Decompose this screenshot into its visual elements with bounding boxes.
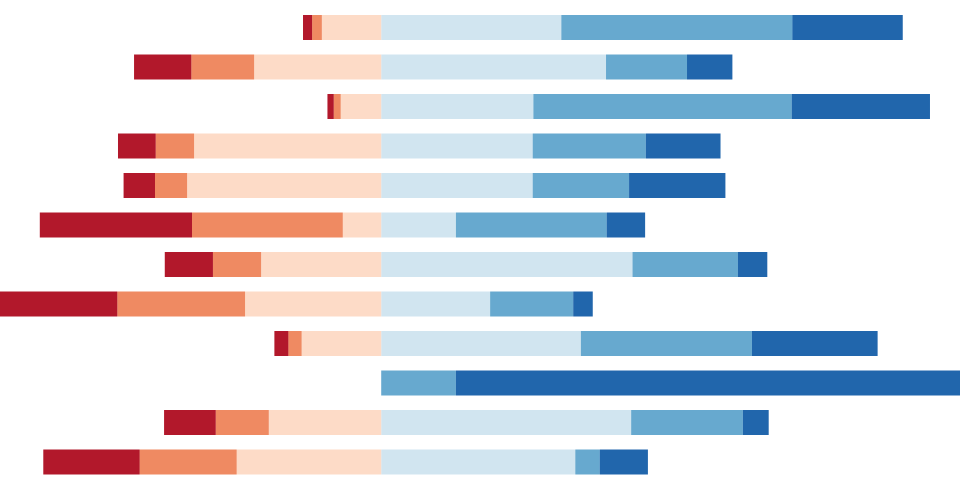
bar-row-2-positive-segment-1 <box>381 54 607 80</box>
bar-row-10-positive-segment-3 <box>455 370 960 396</box>
bar-row-4-positive-segment-3 <box>645 133 721 159</box>
bar-row-1-negative-segment-3 <box>321 15 382 40</box>
bar-row-12-positive-segment-2 <box>575 449 600 475</box>
bar-row-1-positive-segment-2 <box>561 15 793 40</box>
bar-row-7-negative-segment-3 <box>261 252 382 277</box>
bar-row-9-negative-segment-2 <box>288 331 302 356</box>
bar-row-1-positive-segment-1 <box>381 15 562 40</box>
bar-row-11-negative-segment-2 <box>215 410 269 435</box>
bar-row-8-positive-segment-2 <box>490 291 574 317</box>
bar-row-5-positive-segment-2 <box>532 173 630 198</box>
bar-row-8-positive-segment-1 <box>381 291 491 317</box>
bar-row-3-negative-segment-2 <box>333 94 341 119</box>
bar-row-2-negative-segment-3 <box>254 54 382 80</box>
bar-row-12-negative-segment-2 <box>139 449 237 475</box>
bar-row-4-positive-segment-2 <box>532 133 646 159</box>
bar-row-9-negative-segment-1 <box>274 331 289 356</box>
bar-row-3-positive-segment-2 <box>533 94 792 119</box>
bar-row-2-negative-segment-2 <box>191 54 255 80</box>
bar-row-3-positive-segment-3 <box>791 94 930 119</box>
bar-row-12-negative-segment-1 <box>43 449 140 475</box>
bar-row-2-positive-segment-2 <box>606 54 688 80</box>
bar-row-7-positive-segment-1 <box>381 252 633 277</box>
bar-row-6-positive-segment-2 <box>455 212 607 238</box>
bar-row-3-negative-segment-3 <box>340 94 382 119</box>
bar-row-7-positive-segment-3 <box>737 252 768 277</box>
bar-row-7-negative-segment-1 <box>164 252 213 277</box>
bar-row-11-positive-segment-2 <box>631 410 743 435</box>
bar-row-7-positive-segment-2 <box>632 252 738 277</box>
bar-row-2-positive-segment-3 <box>687 54 733 80</box>
bar-row-9-positive-segment-1 <box>381 331 581 356</box>
bar-row-10-positive-segment-2 <box>381 370 456 396</box>
bar-row-3-positive-segment-1 <box>381 94 534 119</box>
bar-row-1-negative-segment-2 <box>312 15 322 40</box>
bar-row-2-negative-segment-1 <box>134 54 192 80</box>
bar-row-9-negative-segment-3 <box>301 331 382 356</box>
bar-row-6-negative-segment-1 <box>39 212 193 238</box>
bar-row-5-positive-segment-3 <box>629 173 726 198</box>
bar-row-11-negative-segment-1 <box>164 410 216 435</box>
bar-row-5-positive-segment-1 <box>381 173 533 198</box>
bar-row-4-negative-segment-1 <box>117 133 156 159</box>
bar-row-7-negative-segment-2 <box>212 252 262 277</box>
bar-row-8-negative-segment-2 <box>117 291 246 317</box>
bar-row-11-positive-segment-3 <box>742 410 769 435</box>
bar-row-9-positive-segment-3 <box>751 331 878 356</box>
bar-row-12-positive-segment-1 <box>381 449 576 475</box>
bar-row-4-negative-segment-2 <box>155 133 195 159</box>
bar-row-9-positive-segment-2 <box>580 331 752 356</box>
bar-row-8-negative-segment-1 <box>0 291 118 317</box>
bar-row-4-positive-segment-1 <box>381 133 533 159</box>
bar-row-8-positive-segment-3 <box>573 291 593 317</box>
bar-row-8-negative-segment-3 <box>245 291 382 317</box>
bar-row-11-positive-segment-1 <box>381 410 632 435</box>
bar-row-4-negative-segment-3 <box>194 133 382 159</box>
bar-row-6-positive-segment-1 <box>381 212 456 238</box>
bar-row-12-positive-segment-3 <box>599 449 648 475</box>
bar-row-6-negative-segment-3 <box>342 212 382 238</box>
bar-row-5-negative-segment-2 <box>154 173 188 198</box>
bar-row-12-negative-segment-3 <box>236 449 382 475</box>
bar-row-3-negative-segment-1 <box>327 94 334 119</box>
bar-row-11-negative-segment-3 <box>268 410 382 435</box>
bar-row-1-positive-segment-3 <box>792 15 903 40</box>
bar-row-6-positive-segment-3 <box>606 212 646 238</box>
bar-row-5-negative-segment-1 <box>123 173 155 198</box>
bar-row-6-negative-segment-2 <box>192 212 343 238</box>
bar-row-1-negative-segment-1 <box>303 15 313 40</box>
bar-row-5-negative-segment-3 <box>187 173 382 198</box>
